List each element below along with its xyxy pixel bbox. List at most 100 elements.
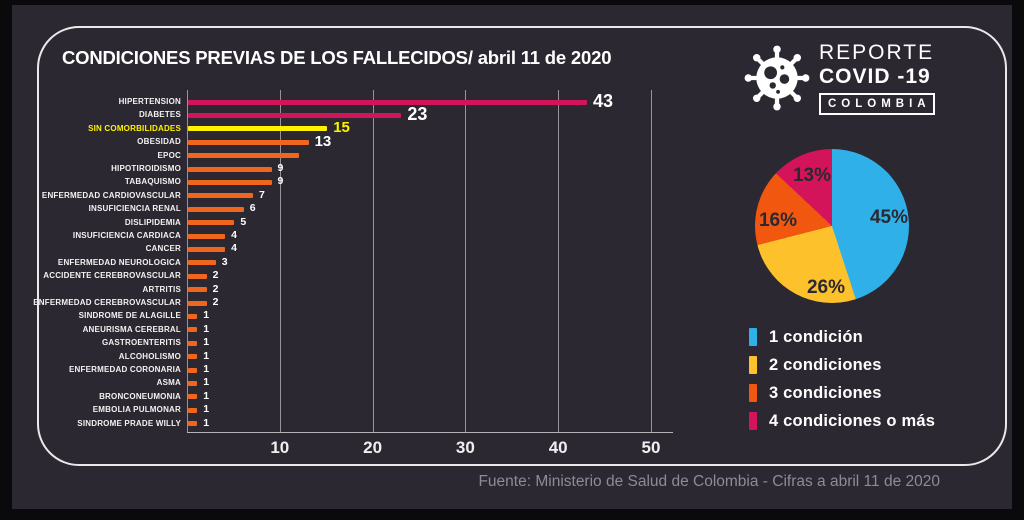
pie-chart: 45% 26% 16% 13%: [755, 149, 909, 303]
bar-category-label: ARTRITIS: [142, 284, 181, 294]
bar: [188, 354, 198, 360]
bar-category-label: OBESIDAD: [137, 137, 181, 147]
bar-value-label: 1: [203, 349, 210, 362]
bar-category-label: EPOC: [157, 150, 181, 160]
bar-category-label: ANEURISMA CEREBRAL: [82, 324, 181, 334]
bar: [188, 139, 309, 145]
legend-item: 1 condición: [749, 323, 935, 351]
bar: [188, 193, 253, 199]
bar-category-label: HIPERTENSION: [118, 97, 181, 106]
bar-value-label: 6: [249, 202, 256, 215]
logo-text: REPORTE COVID -19 COLOMBIA: [819, 41, 935, 115]
x-tick-label: 50: [641, 438, 661, 457]
bar-category-label: INSUFICIENCIA RENAL: [88, 204, 181, 214]
gridline: [465, 90, 467, 432]
bar: [188, 340, 198, 346]
bar-value-label: 2: [212, 296, 219, 308]
bar: [188, 179, 272, 185]
bar-category-label: SIN COMORBILIDADES: [88, 123, 181, 133]
bar-category-label: ENFERMEDAD CARDIOVASCULAR: [41, 190, 181, 200]
bar-category-label: HIPOTIROIDISMO: [111, 164, 181, 173]
gridline: [279, 90, 281, 432]
bar-category-label: INSUFICIENCIA CARDIACA: [72, 231, 181, 240]
pie-percentage-label: 45%: [869, 207, 909, 228]
virus-icon: [744, 45, 810, 111]
bar-category-label: ENFERMEDAD CEREBROVASCULAR: [33, 298, 181, 307]
logo-line-reporte: REPORTE: [819, 41, 935, 64]
bar-category-label: ASMA: [156, 378, 181, 388]
legend-label: 3 condiciones: [769, 383, 882, 402]
pie-legend: 1 condición 2 condiciones 3 condiciones 4 c…: [749, 323, 935, 435]
bar: [188, 273, 207, 279]
bar: [188, 166, 272, 172]
x-tick-label: 20: [363, 438, 383, 457]
bar: [188, 233, 226, 239]
chart-title: CONDICIONES PREVIAS DE LOS FALLECIDOS/ a…: [62, 47, 612, 68]
bar-value-label: 2: [212, 282, 219, 295]
legend-swatch: [749, 356, 757, 374]
covid-report-logo: REPORTE COVID -19 COLOMBIA: [743, 41, 935, 115]
bar-value-label: 1: [203, 376, 210, 389]
bar-category-label: EMBOLIA PULMONAR: [92, 405, 181, 415]
bar: [188, 220, 235, 226]
bar-category-label: DIABETES: [138, 110, 181, 120]
legend-item: 4 condiciones o más: [749, 407, 935, 435]
bar-value-label: 4: [231, 242, 237, 255]
bar-value-label: 43: [593, 90, 614, 111]
bar-category-label: DISLIPIDEMIA: [124, 217, 181, 227]
legend-swatch: [749, 384, 757, 402]
bar-category-label: ACCIDENTE CEREBROVASCULAR: [43, 271, 181, 281]
bar-value-label: 9: [277, 162, 284, 174]
bar-value-label: 1: [203, 389, 210, 402]
legend-item: 3 condiciones: [749, 379, 935, 407]
bar-value-label: 1: [203, 363, 210, 375]
bar: [188, 260, 216, 266]
bar-value-label: 1: [203, 416, 210, 429]
bar: [188, 407, 198, 413]
bar-category-label: BRONCONEUMONIA: [99, 391, 181, 401]
source-attribution: Fuente: Ministerio de Salud de Colombia …: [478, 473, 940, 490]
logo-line-colombia: COLOMBIA: [819, 93, 935, 115]
bar-value-label: 2: [212, 269, 219, 282]
bar-value-label: 1: [203, 336, 210, 349]
gridline: [651, 90, 652, 432]
gridline: [187, 90, 188, 432]
bar-value-label: 23: [407, 104, 428, 125]
x-tick-label: 40: [548, 438, 568, 457]
bar: [188, 246, 226, 252]
bar-value-label: 7: [259, 188, 265, 201]
bar: [188, 380, 198, 386]
bar-chart: 10 20 30 40 50 HIPERTENSION 43 DIABETES 23 SIN CO…: [33, 90, 697, 465]
bar: [188, 313, 198, 319]
bar-value-label: 15: [333, 119, 350, 137]
gridline: [558, 90, 560, 432]
bar-value-label: 3: [221, 255, 228, 268]
border-frame: [37, 26, 1007, 466]
bar-category-label: GASTROENTERITIS: [101, 338, 181, 348]
bar: [188, 153, 300, 159]
legend-label: 4 condiciones o más: [769, 411, 936, 430]
bar: [188, 206, 244, 212]
infographic-panel: CONDICIONES PREVIAS DE LOS FALLECIDOS/ a…: [12, 5, 1012, 509]
bar-value-label: 4: [231, 229, 237, 241]
bar-category-label: ALCOHOLISMO: [118, 351, 181, 361]
bar: [188, 421, 198, 427]
bar: [188, 99, 587, 105]
bar: [188, 287, 207, 293]
bar: [188, 300, 207, 306]
bar-value-label: 1: [203, 403, 210, 416]
bar-category-label: SINDROME DE ALAGILLE: [78, 311, 181, 321]
legend-swatch: [749, 328, 757, 346]
gridline: [372, 90, 374, 432]
legend-swatch: [749, 412, 757, 430]
bar-value-label: 1: [203, 322, 210, 335]
bar-category-label: CANCER: [145, 244, 181, 254]
bar-category-label: ENFERMEDAD NEUROLOGICA: [57, 257, 181, 267]
pie-percentage-label: 16%: [758, 210, 798, 231]
bar-value-label: 1: [203, 309, 210, 322]
bar: [188, 367, 198, 373]
pie-percentage-label: 13%: [792, 165, 832, 186]
bar: [188, 126, 328, 132]
bar-value-label: 9: [277, 175, 284, 188]
x-axis-line: [187, 432, 673, 433]
